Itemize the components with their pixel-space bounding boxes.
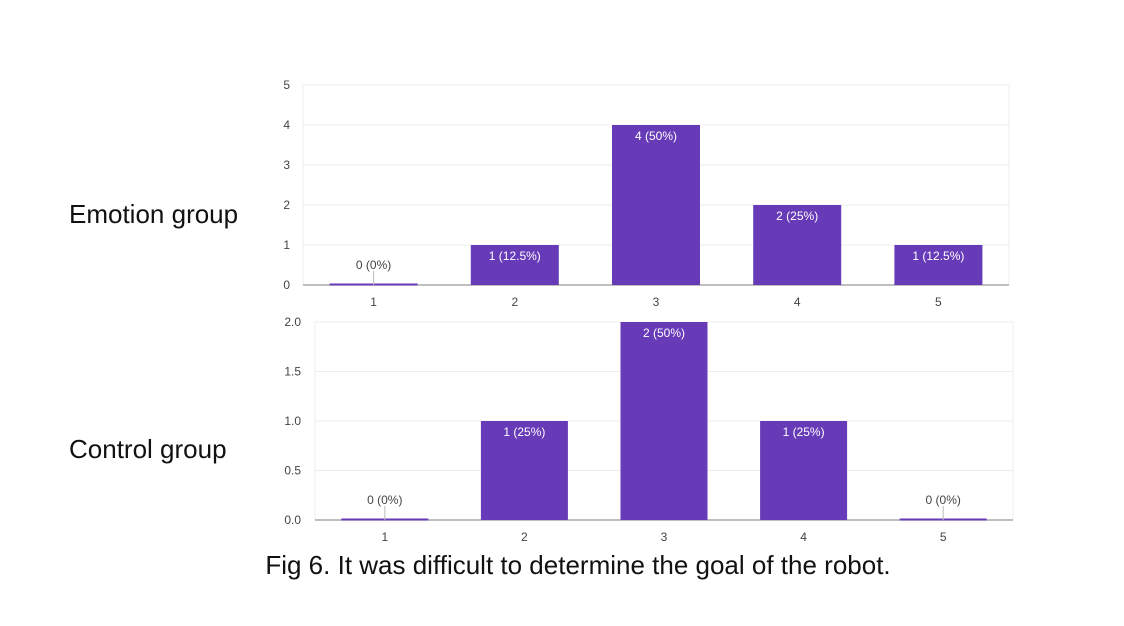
emotion-bar-2 bbox=[470, 245, 559, 285]
emotion-xtick-label-2: 2 bbox=[511, 295, 518, 309]
control-data-label-5: 0 (0%) bbox=[926, 493, 961, 507]
control-xtick-label-5: 5 bbox=[940, 530, 947, 544]
control-data-label-2: 1 (25%) bbox=[503, 425, 545, 439]
control-ytick-label: 0.0 bbox=[284, 513, 301, 527]
control-xtick-label-3: 3 bbox=[661, 530, 668, 544]
emotion-xtick-label-4: 4 bbox=[794, 295, 801, 309]
emotion-ytick-label: 5 bbox=[283, 78, 290, 92]
control-bar-2 bbox=[480, 421, 568, 520]
emotion-xtick-label-3: 3 bbox=[653, 295, 660, 309]
emotion-ytick-label: 0 bbox=[283, 278, 290, 292]
emotion-group-label: Emotion group bbox=[69, 199, 239, 229]
emotion-ytick-label: 1 bbox=[283, 238, 290, 252]
emotion-xtick-label-5: 5 bbox=[935, 295, 942, 309]
emotion-bar-5 bbox=[894, 245, 983, 285]
emotion-bar-3 bbox=[612, 125, 700, 285]
control-group-label: Control group bbox=[69, 434, 227, 464]
control-ytick-label: 0.5 bbox=[284, 464, 301, 478]
emotion-ytick-label: 2 bbox=[283, 198, 290, 212]
figure-caption: Fig 6. It was difficult to determine the… bbox=[265, 550, 891, 580]
control-ytick-label: 2.0 bbox=[284, 315, 301, 329]
emotion-data-label-1: 0 (0%) bbox=[356, 258, 391, 272]
emotion-ytick-label: 4 bbox=[283, 118, 290, 132]
control-xtick-label-2: 2 bbox=[521, 530, 528, 544]
control-xtick-label-1: 1 bbox=[381, 530, 388, 544]
emotion-data-label-5: 1 (12.5%) bbox=[912, 249, 964, 263]
control-data-label-3: 2 (50%) bbox=[643, 326, 685, 340]
emotion-xtick-label-1: 1 bbox=[370, 295, 377, 309]
control-xtick-label-4: 4 bbox=[800, 530, 807, 544]
emotion-ytick-label: 3 bbox=[283, 158, 290, 172]
control-ytick-label: 1.0 bbox=[284, 414, 301, 428]
emotion-data-label-4: 2 (25%) bbox=[776, 209, 818, 223]
control-bar-4 bbox=[760, 421, 848, 520]
control-data-label-4: 1 (25%) bbox=[783, 425, 825, 439]
emotion-bar-4 bbox=[753, 205, 842, 285]
emotion-data-label-3: 4 (50%) bbox=[635, 129, 677, 143]
control-ytick-label: 1.5 bbox=[284, 365, 301, 379]
control-bar-3 bbox=[620, 322, 708, 520]
emotion-data-label-2: 1 (12.5%) bbox=[489, 249, 541, 263]
control-data-label-1: 0 (0%) bbox=[367, 493, 402, 507]
